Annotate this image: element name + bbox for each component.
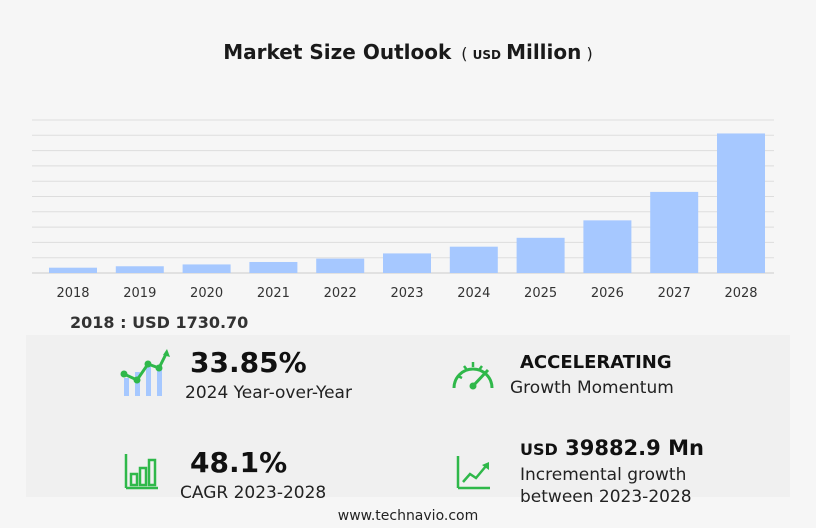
x-tick-label: 2019 xyxy=(123,286,156,301)
x-tick-label: 2026 xyxy=(591,286,624,301)
bar-2018 xyxy=(49,267,97,273)
kpi-incremental-label-2: between 2023-2028 xyxy=(520,487,692,507)
x-tick-label: 2021 xyxy=(257,286,290,301)
x-tick-label: 2020 xyxy=(190,286,223,301)
speedometer-icon xyxy=(452,362,494,390)
chart-title: Market Size Outlook ( USD Million ) xyxy=(0,40,816,64)
x-tick-label: 2024 xyxy=(457,286,490,301)
bar-2026 xyxy=(583,220,632,273)
footer-source: www.technavio.com xyxy=(337,508,479,524)
kpi-yoy-value: 33.85% xyxy=(190,346,307,379)
chart-title-main: Market Size Outlook xyxy=(223,40,452,64)
bar-2027 xyxy=(650,191,699,273)
bar-chart-icon xyxy=(124,454,158,490)
chart-x-ticks: 2018 2019 2020 2021 2022 2023 2024 2025 2026 2027… xyxy=(56,286,757,301)
chart-title-unit: ( USD Million ) xyxy=(461,40,593,64)
base-year-value: 2018 : USD 1730.70 xyxy=(70,313,249,332)
bar-2020 xyxy=(182,264,231,273)
kpi-yoy-label: 2024 Year-over-Year xyxy=(185,383,352,403)
bar-2024 xyxy=(449,246,498,273)
kpi-cagr-value: 48.1% xyxy=(190,446,288,479)
x-tick-label: 2025 xyxy=(524,286,557,301)
growth-chart-icon xyxy=(120,349,170,396)
kpi-incremental-value: USD 39882.9 Mn xyxy=(520,436,704,460)
kpi-cagr-label: CAGR 2023-2028 xyxy=(180,483,327,503)
bar-2025 xyxy=(516,237,565,273)
x-tick-label: 2028 xyxy=(724,286,757,301)
kpi-momentum-label: Growth Momentum xyxy=(510,378,674,398)
chart-bars xyxy=(49,133,765,273)
kpi-momentum-value: ACCELERATING xyxy=(520,352,672,373)
bar-2028 xyxy=(717,133,765,273)
x-tick-label: 2022 xyxy=(324,286,357,301)
bar-2019 xyxy=(115,266,164,273)
bar-2023 xyxy=(383,253,431,273)
x-tick-label: 2018 xyxy=(56,286,89,301)
x-tick-label: 2023 xyxy=(390,286,423,301)
x-tick-label: 2027 xyxy=(658,286,691,301)
bar-2022 xyxy=(316,258,365,273)
kpi-panel xyxy=(26,335,790,497)
bar-2021 xyxy=(249,261,298,273)
bar-chart: 2018 2019 2020 2021 2022 2023 2024 2025 2026 2027… xyxy=(32,119,774,301)
kpi-incremental-label-1: Incremental growth xyxy=(520,465,687,485)
line-growth-icon xyxy=(456,456,490,490)
